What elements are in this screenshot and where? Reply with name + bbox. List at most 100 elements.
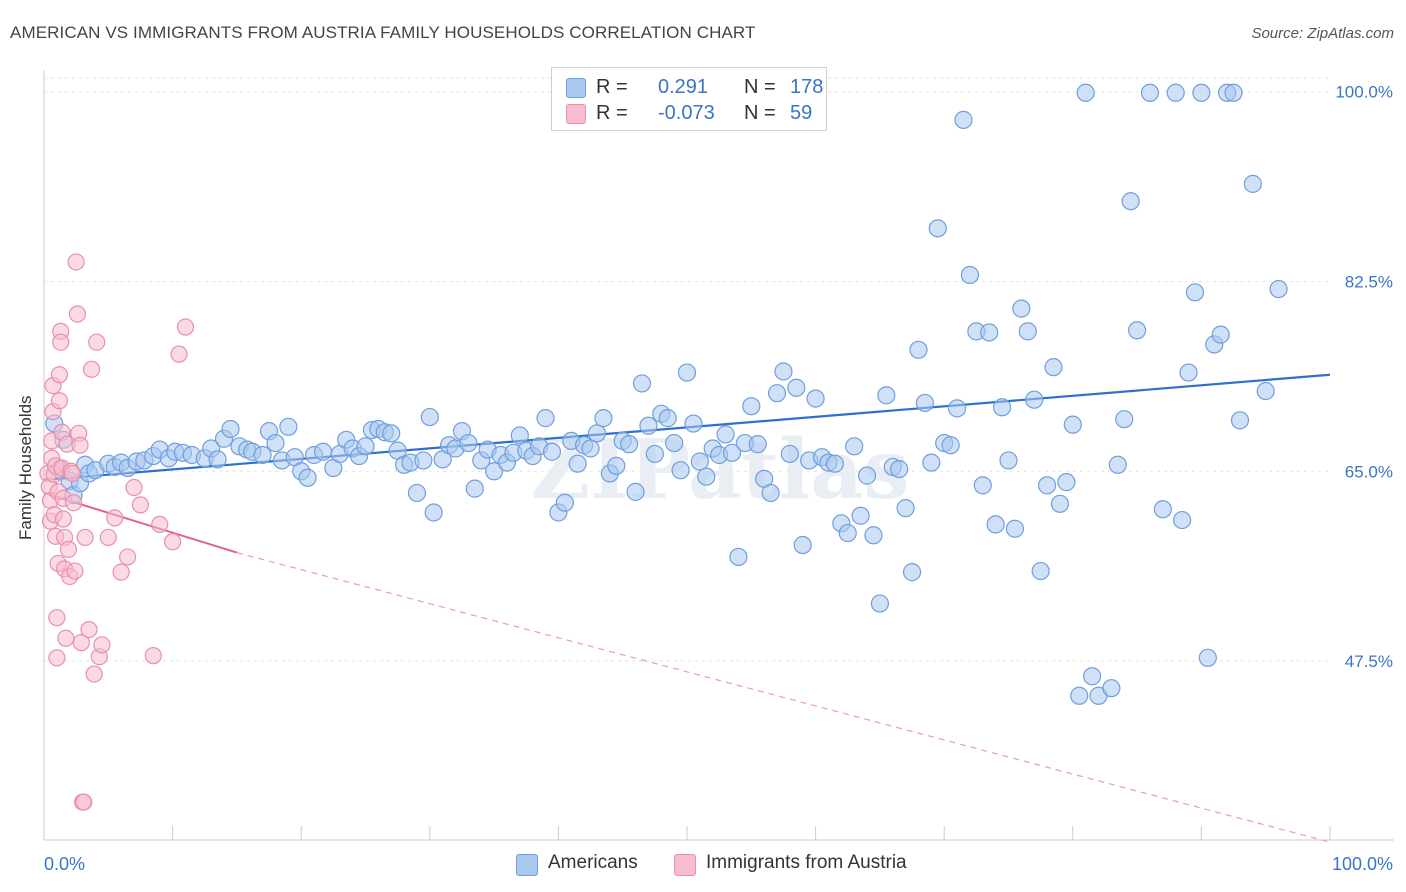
data-point-americans: [542, 442, 562, 461]
data-point-americans: [1185, 283, 1205, 302]
data-point-austria: [88, 333, 106, 351]
y-tick-label: 65.0%: [1345, 462, 1393, 481]
data-point-austria: [50, 366, 69, 384]
data-point-americans: [896, 499, 915, 518]
data-points: [39, 83, 1288, 811]
data-point-americans: [1018, 322, 1037, 341]
data-point-americans: [671, 461, 690, 480]
bottom-swatch-austria: [674, 854, 696, 876]
data-point-americans: [424, 503, 443, 522]
data-point-americans: [761, 483, 780, 503]
data-point-americans: [555, 493, 574, 512]
data-point-americans: [890, 459, 909, 479]
data-point-americans: [767, 384, 787, 403]
data-point-austria: [67, 253, 85, 271]
data-point-austria: [57, 629, 75, 647]
data-point-americans: [1108, 455, 1127, 474]
data-point-americans: [992, 398, 1012, 417]
data-point-austria: [112, 563, 130, 581]
data-point-americans: [980, 323, 999, 342]
data-point-americans: [356, 437, 375, 456]
legend-r-label: R =: [596, 102, 628, 124]
data-point-americans: [639, 416, 658, 435]
data-point-austria: [170, 345, 188, 363]
data-point-americans: [742, 397, 761, 416]
data-point-austria: [144, 647, 162, 665]
data-point-americans: [722, 443, 742, 462]
data-point-americans: [459, 433, 478, 453]
data-point-americans: [221, 419, 240, 439]
data-point-austria: [131, 496, 150, 514]
x-tick-label: 100.0%: [1332, 854, 1393, 874]
data-point-austria: [164, 533, 182, 551]
data-point-americans: [1082, 667, 1102, 686]
data-point-americans: [947, 399, 967, 418]
y-tick-label: 82.5%: [1345, 272, 1393, 291]
legend-swatch-americans: [566, 78, 586, 98]
data-point-americans: [697, 467, 716, 486]
data-point-americans: [1057, 473, 1076, 492]
data-point-americans: [620, 435, 639, 454]
data-point-americans: [909, 340, 928, 359]
legend-n-value: 178: [790, 76, 824, 98]
data-point-austria: [48, 649, 66, 667]
data-point-americans: [1037, 476, 1057, 495]
bottom-legend-label: Immigrants from Austria: [706, 852, 907, 873]
data-point-austria: [68, 305, 87, 323]
x-tick-label: 0.0%: [44, 854, 85, 874]
data-point-austria: [64, 494, 83, 512]
y-axis-label: Family Households: [16, 395, 35, 540]
data-point-americans: [645, 444, 664, 464]
data-point-austria: [72, 634, 90, 652]
data-point-austria: [176, 318, 195, 336]
data-point-americans: [1063, 415, 1082, 434]
bottom-legend-label: Americans: [548, 852, 638, 873]
data-point-americans: [1044, 358, 1063, 377]
data-point-americans: [1050, 494, 1070, 513]
data-point-americans: [922, 453, 941, 472]
data-point-americans: [787, 378, 806, 397]
data-point-americans: [806, 389, 825, 408]
data-point-americans: [684, 414, 703, 433]
chart-title: AMERICAN VS IMMIGRANTS FROM AUSTRIA FAMI…: [10, 23, 756, 42]
legend-n-label: N =: [744, 102, 776, 124]
data-point-americans: [677, 363, 697, 382]
data-point-americans: [1192, 83, 1211, 102]
data-point-austria: [118, 548, 137, 566]
data-point-americans: [1140, 83, 1160, 102]
data-point-americans: [414, 451, 433, 470]
data-point-americans: [407, 483, 427, 503]
data-point-americans: [986, 515, 1005, 534]
data-point-americans: [716, 425, 735, 444]
data-point-americans: [266, 433, 285, 453]
data-point-americans: [1127, 321, 1147, 340]
data-point-austria: [106, 509, 124, 527]
data-point-americans: [845, 437, 864, 456]
data-point-americans: [1198, 648, 1217, 667]
data-point-americans: [1102, 679, 1121, 698]
data-point-americans: [626, 482, 645, 501]
data-point-americans: [279, 417, 298, 436]
data-point-americans: [1025, 390, 1044, 409]
data-point-americans: [690, 452, 709, 471]
data-point-americans: [568, 454, 587, 473]
data-point-austria: [125, 478, 143, 497]
data-point-austria: [66, 562, 84, 580]
data-point-americans: [1230, 411, 1250, 430]
data-point-americans: [1070, 686, 1089, 705]
data-point-americans: [1012, 299, 1031, 318]
data-point-americans: [594, 409, 613, 428]
legend-r-value: -0.073: [658, 102, 715, 124]
data-point-americans: [1005, 519, 1025, 538]
data-point-americans: [607, 456, 626, 475]
trend-line-austria-extension: [236, 552, 1331, 843]
data-point-americans: [298, 468, 317, 487]
bottom-swatch-americans: [516, 854, 538, 876]
stats-legend: R = 0.291 N = 178 R = -0.073 N = 59: [551, 67, 827, 131]
data-point-americans: [510, 426, 529, 445]
source-label: Source: ZipAtlas.com: [1251, 25, 1394, 42]
data-point-austria: [48, 609, 66, 627]
data-point-americans: [1166, 83, 1185, 102]
data-point-austria: [52, 333, 70, 351]
data-point-americans: [1256, 381, 1275, 401]
